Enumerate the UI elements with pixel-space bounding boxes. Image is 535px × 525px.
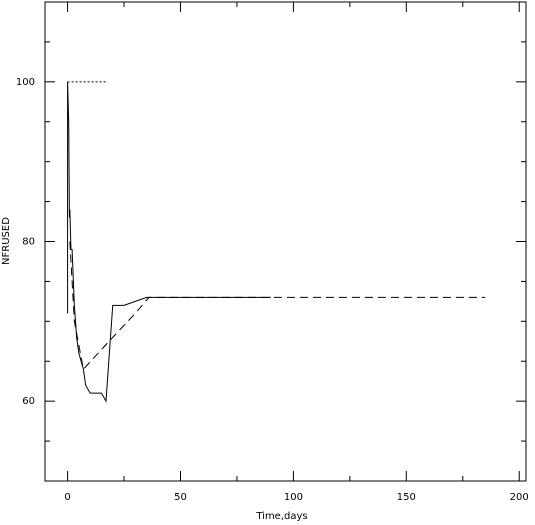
y-axis-label: NFRUSED: [1, 217, 12, 265]
y-tick-label: 60: [22, 396, 35, 407]
x-tick-label: 150: [397, 492, 416, 503]
series-line: [67, 81, 271, 403]
y-tick-label: 100: [16, 77, 35, 88]
x-tick-label: 200: [510, 492, 529, 503]
x-tick-label: 50: [174, 492, 187, 503]
x-tick-label: 0: [64, 492, 70, 503]
x-tick-label: 100: [284, 492, 303, 503]
series-line: [69, 241, 486, 371]
y-tick-label: 80: [22, 237, 35, 248]
x-axis-label: Time,days: [255, 511, 307, 522]
plot-frame: [44, 1, 527, 482]
